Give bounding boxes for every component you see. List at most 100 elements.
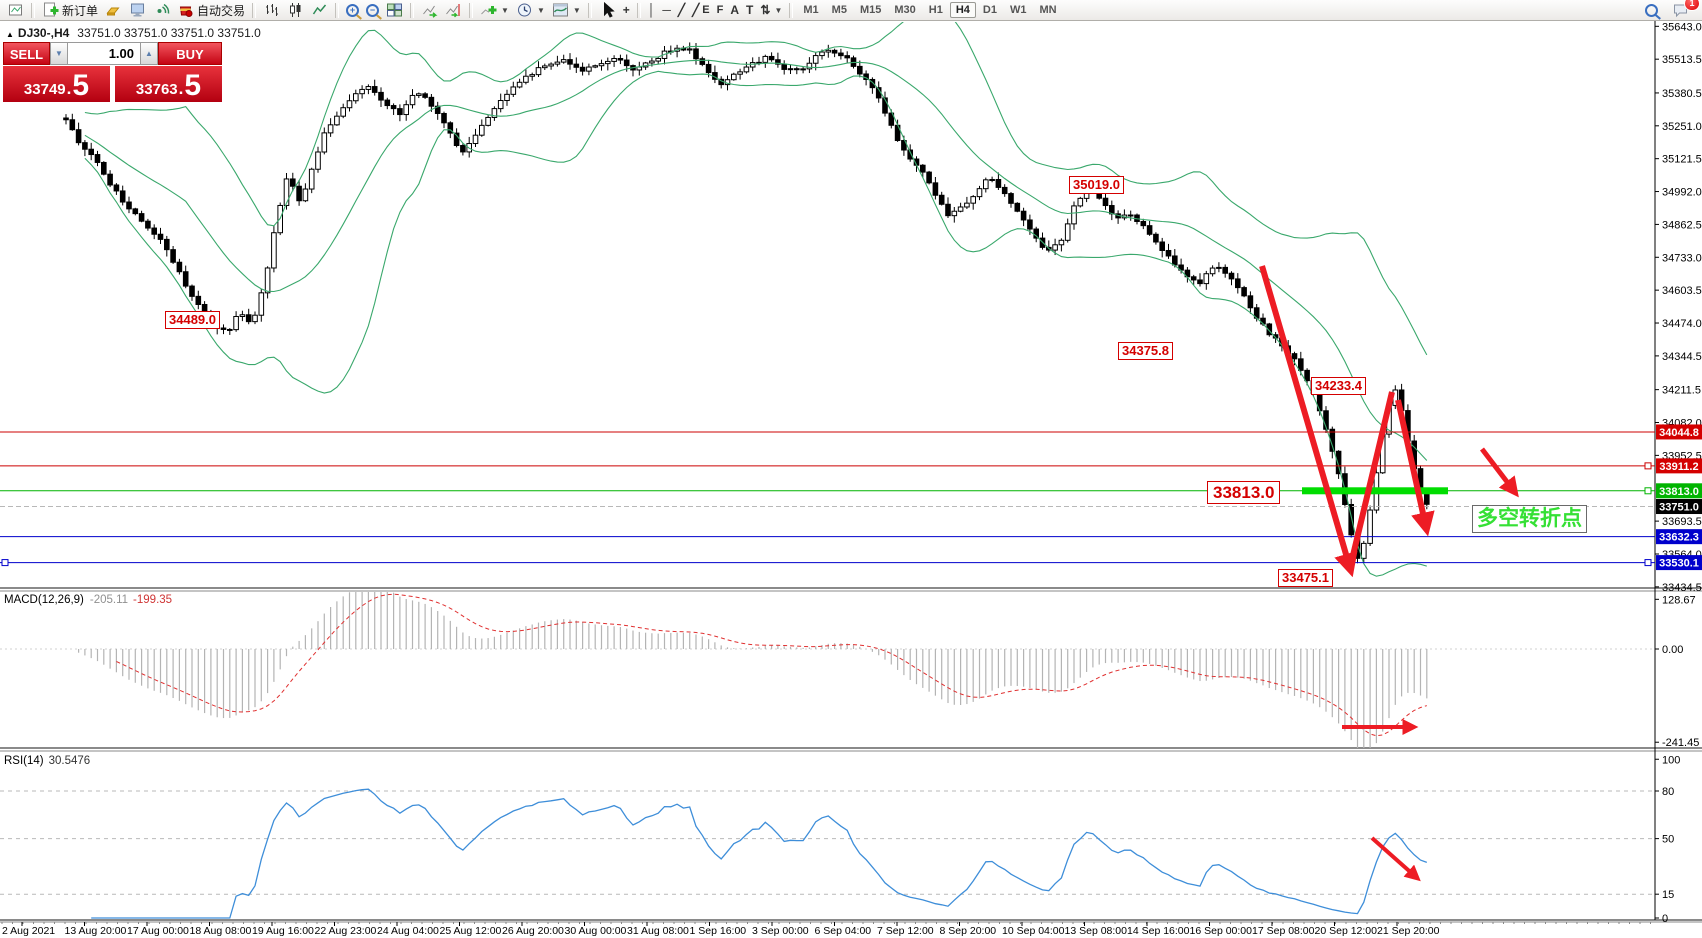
buy-price-quote[interactable]: 33763. 5 — [115, 66, 222, 102]
vertical-line-tool-button[interactable]: │ — [645, 1, 659, 19]
price-callout[interactable]: 33813.0 — [1207, 481, 1281, 504]
search-button[interactable] — [1642, 1, 1661, 19]
horizontal-line-tool-button[interactable]: ─ — [659, 1, 674, 19]
new-order-icon — [44, 2, 59, 17]
timeframe-m5[interactable]: M5 — [831, 4, 847, 16]
sell-button[interactable]: SELL — [3, 42, 50, 65]
arrows-tool-icon: ⇅ — [760, 3, 771, 17]
timeframe-m30[interactable]: M30 — [894, 4, 916, 16]
new-order-button[interactable]: 新订单 — [39, 1, 101, 19]
buy-button[interactable]: BUY — [158, 42, 222, 65]
svg-text:22 Aug 23:00: 22 Aug 23:00 — [315, 925, 377, 937]
svg-text:80: 80 — [1662, 786, 1674, 798]
volume-input[interactable]: 1.00 — [68, 42, 140, 65]
autotrading-icon — [179, 6, 193, 17]
rsi-panel — [0, 788, 1655, 919]
annotation-note[interactable]: 多空转折点 — [1472, 505, 1587, 533]
market-watch-icon — [131, 3, 145, 17]
svg-text:33530.1: 33530.1 — [1659, 558, 1699, 570]
svg-text:15: 15 — [1662, 889, 1674, 901]
tile-windows-button[interactable] — [383, 1, 406, 19]
price-callout[interactable]: 34233.4 — [1311, 377, 1366, 395]
svg-text:34211.5: 34211.5 — [1662, 385, 1701, 397]
svg-text:-241.45: -241.45 — [1662, 737, 1699, 749]
toolbar: 新订单 自动交易 + − ▼ ▼ ▼ — [0, 0, 1702, 21]
market-watch-button[interactable] — [126, 1, 149, 19]
sell-price-quote[interactable]: 33749. 5 — [3, 66, 110, 102]
chart-shift-icon — [446, 4, 460, 18]
dropdown-icon: ▼ — [774, 5, 783, 15]
vertical-line-icon: │ — [647, 3, 656, 17]
svg-text:0: 0 — [1662, 913, 1668, 925]
zoom-out-button[interactable]: − — [363, 1, 382, 19]
chart-shift-button[interactable] — [442, 1, 465, 19]
profiles-button[interactable] — [102, 1, 125, 19]
price-callout[interactable]: 33475.1 — [1278, 569, 1333, 587]
symbol-marker-icon: ▲ — [6, 30, 14, 39]
toolbar-separator — [469, 2, 474, 18]
dropdown-icon: ▼ — [501, 5, 509, 15]
timeframe-w1[interactable]: W1 — [1009, 4, 1027, 16]
rsi-label: RSI(14) 30.5476 — [4, 755, 90, 767]
toolbar-separator — [335, 2, 340, 18]
chat-button[interactable]: 1 — [1669, 0, 1700, 19]
templates-button[interactable]: ▼ — [549, 1, 584, 19]
indicators-button[interactable]: ▼ — [477, 1, 512, 19]
trendline-tool-button[interactable]: ╱ — [675, 1, 688, 19]
bar-chart-button[interactable] — [260, 1, 283, 19]
periods-button[interactable]: ▼ — [513, 1, 548, 19]
crosshair-tool-button[interactable]: + — [620, 1, 633, 19]
volume-increase-button[interactable]: ▲ — [140, 42, 158, 65]
signals-icon — [157, 3, 170, 14]
svg-text:33751.0: 33751.0 — [1659, 502, 1699, 514]
chart-title: ▲ DJ30-,H4 33751.0 33751.0 33751.0 33751.0 — [6, 26, 261, 40]
svg-text:30 Aug 00:00: 30 Aug 00:00 — [565, 925, 627, 937]
text-tool-button[interactable]: A — [727, 1, 742, 19]
macd-axis[interactable]: 128.67 0.00 -241.45 — [1655, 594, 1699, 749]
zoom-in-icon: + — [346, 3, 360, 17]
svg-text:34862.5: 34862.5 — [1662, 219, 1702, 231]
price-callout[interactable]: 34489.0 — [165, 311, 220, 329]
svg-text:35513.5: 35513.5 — [1662, 54, 1702, 66]
signals-button[interactable] — [150, 1, 173, 19]
new-order-label: 新订单 — [62, 3, 99, 18]
autotrading-button[interactable]: 自动交易 — [174, 1, 248, 19]
toolbar-separator — [31, 2, 35, 18]
line-chart-button[interactable] — [308, 1, 331, 19]
volume-decrease-button[interactable]: ▼ — [50, 42, 68, 65]
cursor-tool-button[interactable] — [596, 1, 619, 19]
fibonacci-tool-button[interactable]: F — [714, 1, 727, 19]
price-callout[interactable]: 34375.8 — [1118, 342, 1173, 360]
timeframe-mn[interactable]: MN — [1039, 4, 1057, 16]
timeframe-m1[interactable]: M1 — [803, 4, 819, 16]
price-axis[interactable]: 35643.0 35513.5 35380.5 35251.0 35121.5 34992… — [1655, 21, 1702, 594]
svg-text:13 Sep 08:00: 13 Sep 08:00 — [1065, 925, 1128, 937]
label-tool-button[interactable]: T — [743, 1, 756, 19]
timeframe-m15[interactable]: M15 — [859, 4, 882, 16]
toolbar-separator — [636, 2, 641, 18]
toolbar-separator — [252, 2, 257, 18]
timeframe-h4[interactable]: H4 — [949, 2, 976, 18]
decimal-point: . — [66, 79, 72, 98]
price-callout[interactable]: 35019.0 — [1069, 176, 1124, 194]
time-axis[interactable]: 2 Aug 2021 13 Aug 20:00 17 Aug 00:00 18 Aug… — [1, 922, 1651, 937]
svg-text:18 Aug 08:00: 18 Aug 08:00 — [190, 925, 252, 937]
chart-symbol-period: DJ30-,H4 — [17, 26, 70, 40]
auto-scroll-button[interactable] — [418, 1, 441, 19]
arrows-tool-button[interactable]: ⇅ ▼ — [757, 1, 785, 19]
timeframe-h1[interactable]: H1 — [928, 4, 943, 16]
svg-text:33434.5: 33434.5 — [1662, 582, 1702, 594]
zoom-in-button[interactable]: + — [343, 1, 362, 19]
candlestick-button[interactable] — [284, 1, 307, 19]
svg-text:17 Sep 08:00: 17 Sep 08:00 — [1252, 925, 1315, 937]
new-chart-button[interactable] — [4, 1, 27, 19]
svg-text:34733.0: 34733.0 — [1662, 252, 1702, 264]
svg-text:33693.5: 33693.5 — [1662, 516, 1702, 528]
svg-text:0.00: 0.00 — [1662, 644, 1683, 656]
channel-tool-button[interactable]: ╱ E — [689, 1, 713, 19]
rsi-axis[interactable]: 100 80 50 15 0 — [1655, 754, 1680, 925]
timeframe-d1[interactable]: D1 — [982, 4, 997, 16]
zoom-out-icon: − — [366, 3, 380, 17]
buy-price-pip: 5 — [184, 69, 202, 102]
